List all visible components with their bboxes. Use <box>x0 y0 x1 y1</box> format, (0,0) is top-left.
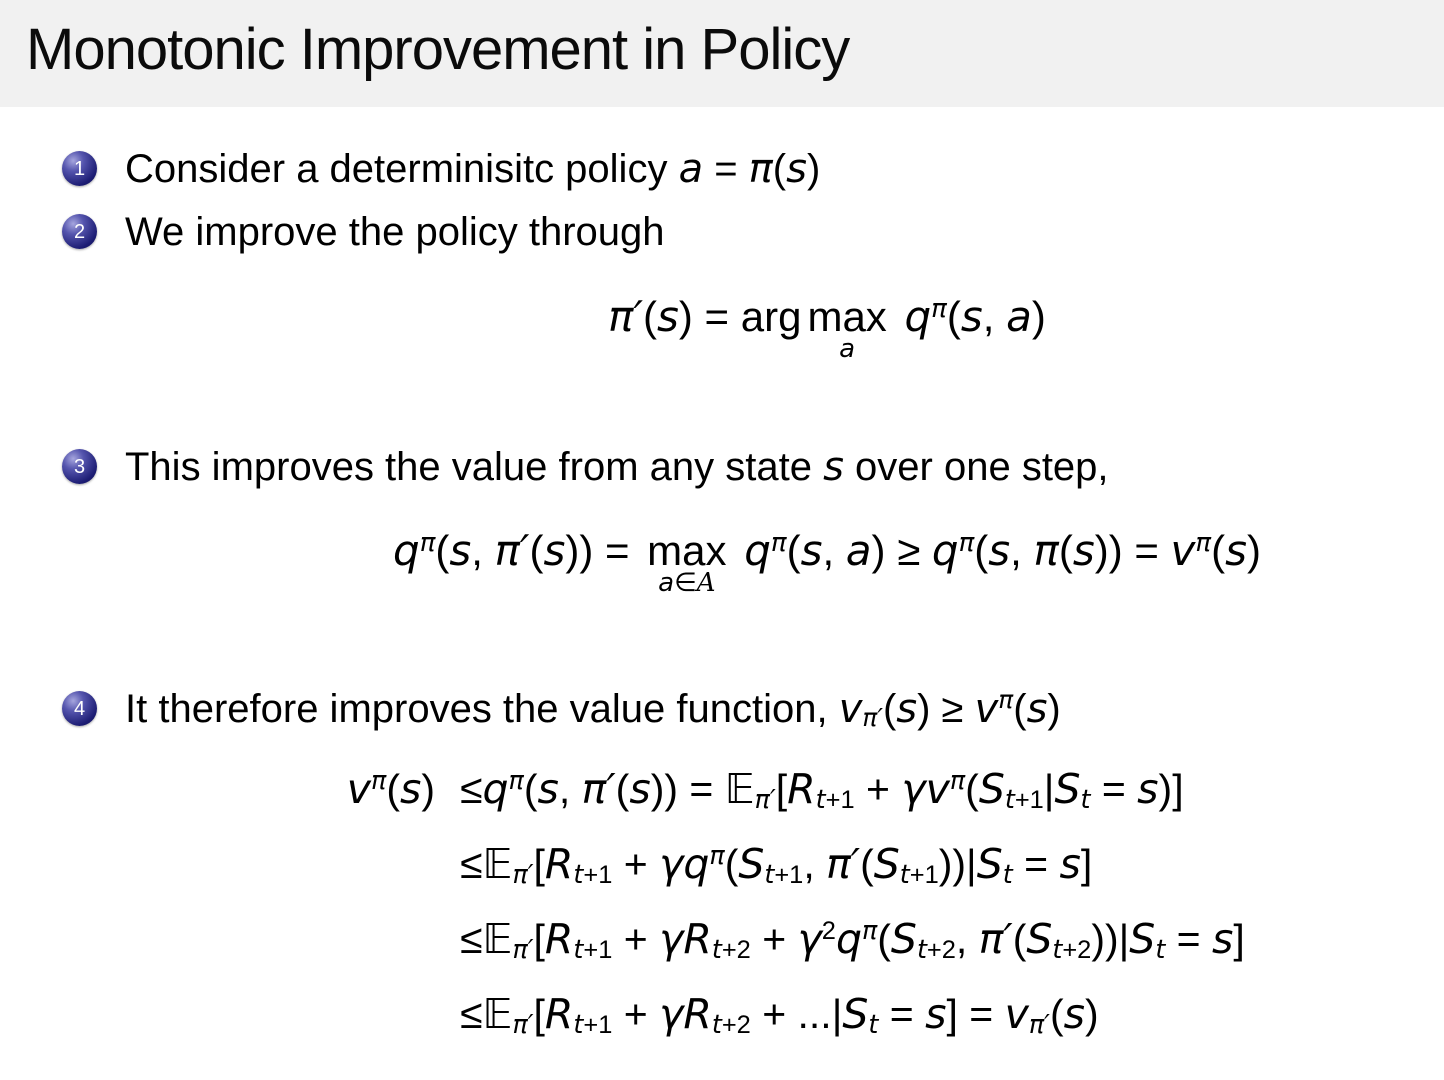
derivation-line-4-rhs: ≤𝔼π′[Rt+1 + γRt+2 + ...|St = s] = vπ′(s) <box>460 990 1099 1039</box>
derivation-line-4: ≤𝔼π′[Rt+1 + γRt+2 + ...|St = s] = vπ′(s) <box>245 977 1245 1052</box>
bullet-number-badge-4: 4 <box>62 691 97 726</box>
derivation-line-3-rhs: ≤𝔼π′[Rt+1 + γRt+2 + γ2qπ(St+2, π′(St+2))… <box>460 915 1245 964</box>
bullet-text-3: This improves the value from any state s… <box>125 444 1109 490</box>
derivation-line-1: vπ(s) ≤qπ(s, π′(s)) = 𝔼π′[Rt+1 + γvπ(St+1… <box>245 752 1245 827</box>
derivation-line-3: ≤𝔼π′[Rt+1 + γRt+2 + γ2qπ(St+2, π′(St+2))… <box>245 902 1245 977</box>
equation-value-derivation: vπ(s) ≤qπ(s, π′(s)) = 𝔼π′[Rt+1 + γvπ(St+1… <box>245 752 1245 1052</box>
bullet-number-4: 4 <box>73 697 86 720</box>
bullet-text-2: We improve the policy through <box>125 210 665 254</box>
bullet-number-badge-1: 1 <box>62 151 97 186</box>
bullet-item-2: 2 We improve the policy through <box>62 209 665 256</box>
bullet-item-4: 4 It therefore improves the value functi… <box>62 685 1061 733</box>
bullet-number-1: 1 <box>73 157 86 180</box>
bullet-number-3: 3 <box>73 455 86 478</box>
slide-title: Monotonic Improvement in Policy <box>26 17 850 82</box>
bullet-text-4: It therefore improves the value function… <box>125 685 1061 733</box>
derivation-line-2: ≤𝔼π′[Rt+1 + γqπ(St+1, π′(St+1))|St = s] <box>245 827 1245 902</box>
derivation-line-1-lhs: vπ(s) <box>346 765 435 813</box>
bullet-number-2: 2 <box>73 220 86 243</box>
bullet-item-1: 1 Consider a determinisitc policy a = π(… <box>62 146 820 193</box>
bullet-text-1: Consider a determinisitc policy a = π(s) <box>125 146 821 192</box>
derivation-line-2-rhs: ≤𝔼π′[Rt+1 + γqπ(St+1, π′(St+1))|St = s] <box>460 840 1093 889</box>
equation-one-step-improvement: qπ(s, π′(s)) = max a∈A qπ(s, a) ≥ qπ(s, π… <box>393 526 1261 599</box>
slide-title-bar: Monotonic Improvement in Policy <box>0 0 1444 107</box>
derivation-line-1-rhs: ≤qπ(s, π′(s)) = 𝔼π′[Rt+1 + γvπ(St+1|St =… <box>460 765 1184 814</box>
bullet-number-badge-3: 3 <box>62 449 97 484</box>
bullet-number-badge-2: 2 <box>62 214 97 249</box>
bullet-item-3: 3 This improves the value from any state… <box>62 444 1109 491</box>
equation-policy-improvement: π′(s) = arg max a qπ(s, a) <box>608 292 1046 365</box>
